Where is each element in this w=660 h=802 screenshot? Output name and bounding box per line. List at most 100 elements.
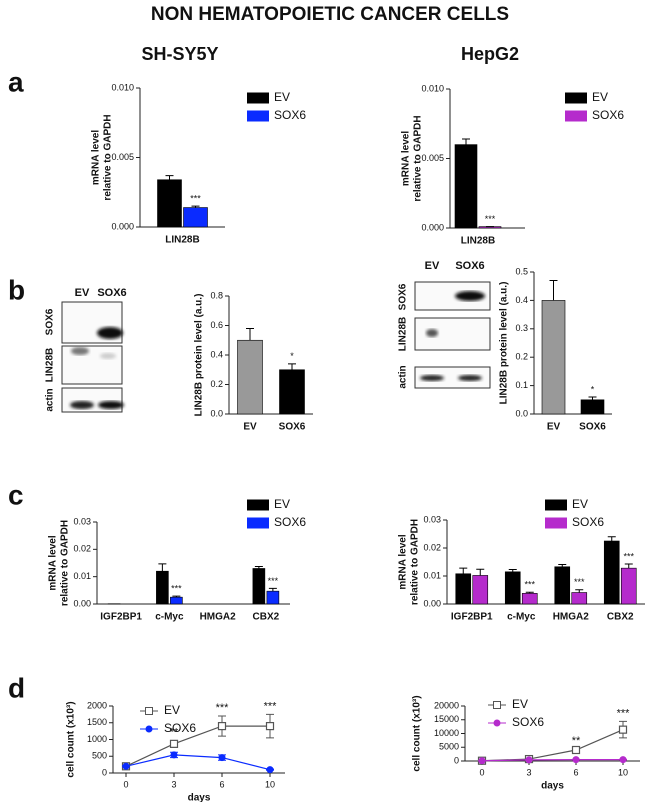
x-tick-label: EV xyxy=(243,422,257,433)
y-axis-label: relative to GAPDH xyxy=(60,520,71,606)
blot-row-label: LIN28B xyxy=(398,317,409,351)
blot-column-label: EV xyxy=(425,260,440,272)
y-tick-label: 0.8 xyxy=(210,290,223,300)
legend-swatch xyxy=(247,92,269,104)
x-tick-label: 6 xyxy=(573,767,578,777)
bar xyxy=(455,573,472,605)
legend-marker xyxy=(493,719,501,727)
bar xyxy=(620,567,637,605)
bar xyxy=(252,568,266,605)
blot-row-label: actin xyxy=(45,388,56,411)
point xyxy=(571,745,581,755)
y-tick-label: 0.00 xyxy=(423,598,441,608)
legend-swatch xyxy=(545,499,567,511)
column-title: SH-SY5Y xyxy=(141,44,218,64)
blot-band xyxy=(98,401,124,409)
legend-label: SOX6 xyxy=(274,108,306,122)
error-bar xyxy=(588,396,597,400)
error-bar xyxy=(254,566,263,569)
x-axis-label: days xyxy=(541,781,564,792)
error-bar xyxy=(172,595,181,598)
x-tick-label: CBX2 xyxy=(607,612,634,623)
bar xyxy=(554,566,571,605)
y-axis-label: relative to GAPDH xyxy=(410,519,421,605)
significance: *** xyxy=(485,214,496,224)
y-tick-label: 1000 xyxy=(87,734,107,744)
bar xyxy=(472,575,489,605)
significance: *** xyxy=(216,702,230,714)
legend-label: EV xyxy=(572,497,588,511)
x-tick-label: HMGA2 xyxy=(200,612,237,623)
western-blot: EV SOX6 SOX6 LIN28B actin xyxy=(45,287,127,413)
error-bar xyxy=(246,327,254,341)
legend-label: EV xyxy=(274,90,290,104)
y-tick-label: 20000 xyxy=(434,700,459,710)
significance: *** xyxy=(190,194,201,204)
y-axis-label: mRNA level xyxy=(91,130,102,185)
significance: *** xyxy=(268,576,279,586)
significance: * xyxy=(591,384,595,394)
x-tick-label: SOX6 xyxy=(579,422,606,433)
y-tick-label: 0.005 xyxy=(111,152,134,162)
y-tick-label: 0.0 xyxy=(515,408,528,418)
blot-row-label: SOX6 xyxy=(398,283,409,310)
error-bar xyxy=(558,564,567,567)
blot-strip xyxy=(61,345,123,385)
point xyxy=(265,721,275,731)
bar xyxy=(170,596,183,605)
y-tick-label: 0.010 xyxy=(421,83,444,93)
y-tick-label: 0.00 xyxy=(73,598,91,608)
error-bar xyxy=(549,280,558,301)
legend-label: SOX6 xyxy=(512,715,544,729)
significance: *** xyxy=(524,580,535,590)
series-line xyxy=(125,725,270,767)
y-tick-label: 0.5 xyxy=(515,266,528,276)
bar xyxy=(454,144,478,229)
x-tick-label: 0 xyxy=(123,779,128,789)
blot-band xyxy=(97,327,123,339)
y-axis-label: relative to GAPDH xyxy=(413,115,424,201)
x-axis-label: days xyxy=(188,793,211,802)
y-tick-label: 0.1 xyxy=(515,380,528,390)
point xyxy=(478,757,486,765)
y-tick-label: 0.005 xyxy=(421,153,444,163)
panel-label: a xyxy=(8,66,24,97)
y-tick-label: 0.03 xyxy=(423,514,441,524)
x-tick-label: 0 xyxy=(479,767,484,777)
y-tick-label: 15000 xyxy=(434,714,459,724)
x-tick-label: LIN28B xyxy=(165,235,199,246)
blot-band xyxy=(455,291,485,301)
x-tick-label: c-Myc xyxy=(507,612,536,623)
blot-column-label: SOX6 xyxy=(455,260,484,272)
error-bar xyxy=(575,589,584,593)
x-tick-label: CBX2 xyxy=(253,612,280,623)
x-tick-label: HMGA2 xyxy=(553,612,590,623)
significance: ** xyxy=(170,726,179,738)
legend-marker xyxy=(145,725,153,733)
legend-swatch xyxy=(565,92,587,104)
y-tick-label: 0.0 xyxy=(210,408,223,418)
point xyxy=(525,756,533,764)
point xyxy=(266,766,274,774)
blot-band xyxy=(426,329,438,337)
y-tick-label: 0 xyxy=(102,767,107,777)
series-line xyxy=(481,759,623,762)
legend-marker xyxy=(493,701,501,709)
y-tick-label: 0.2 xyxy=(515,352,528,362)
y-axis-label: mRNA level xyxy=(48,535,59,590)
point xyxy=(170,751,178,759)
error-bar xyxy=(268,587,277,592)
y-tick-label: 0.01 xyxy=(423,570,441,580)
bar xyxy=(157,179,182,228)
y-tick-label: 2000 xyxy=(87,700,107,710)
blot-column-label: EV xyxy=(75,287,90,299)
bar xyxy=(521,593,538,605)
y-tick-label: 0.000 xyxy=(111,221,134,231)
bar xyxy=(266,590,280,605)
point xyxy=(218,754,226,762)
legend-swatch xyxy=(247,517,269,529)
column-title: HepG2 xyxy=(461,44,519,64)
y-axis-label: mRNA level xyxy=(398,534,409,589)
error-bar xyxy=(624,563,633,569)
y-tick-label: 5000 xyxy=(439,742,459,752)
